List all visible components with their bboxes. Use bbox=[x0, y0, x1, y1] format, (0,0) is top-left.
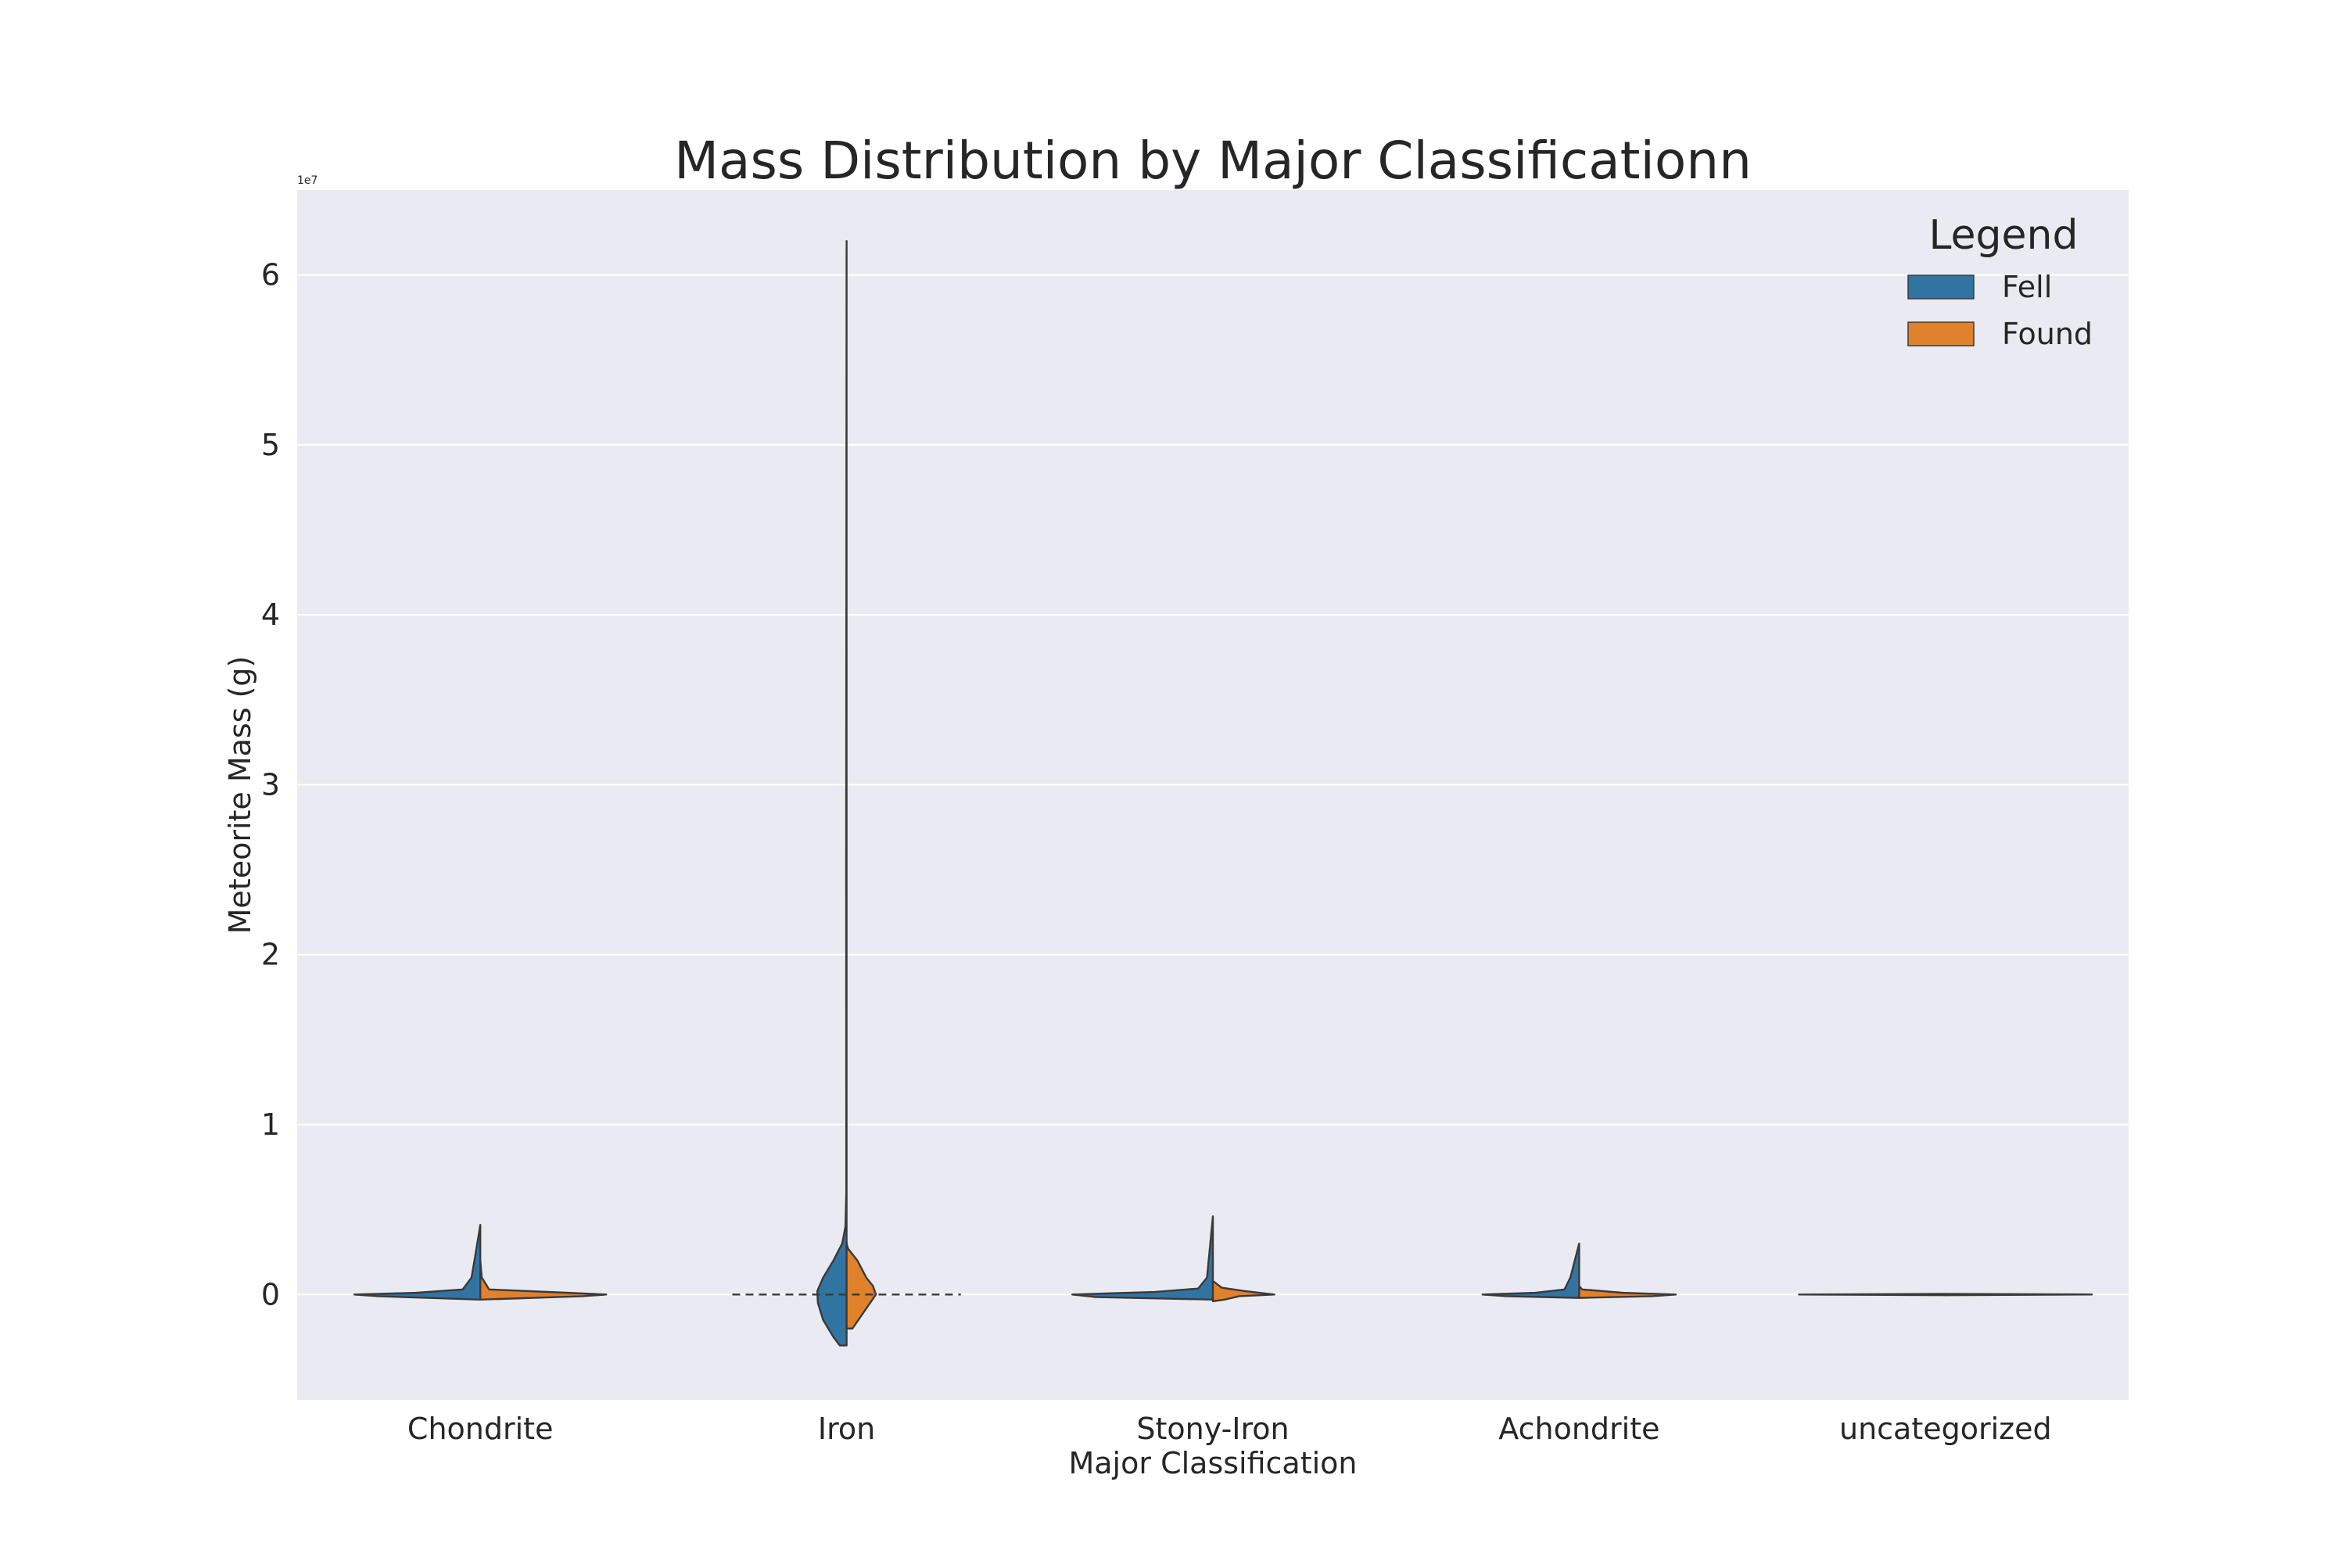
legend-label-fell: Fell bbox=[2002, 270, 2052, 304]
x-tick-labels: Chondrite Iron Stony-Iron Achondrite uncateg… bbox=[407, 1412, 2052, 1446]
violin-found-stony-iron bbox=[1211, 1279, 1275, 1303]
x-tick-label: Chondrite bbox=[407, 1412, 554, 1446]
violin-fell-achondrite bbox=[1481, 1242, 1580, 1299]
legend-label-found: Found bbox=[2002, 317, 2093, 351]
violin-found-achondrite bbox=[1578, 1285, 1677, 1299]
legend-swatch-fell bbox=[1907, 274, 1975, 300]
x-tick-label: uncategorized bbox=[1839, 1412, 2052, 1446]
y-tick-label: 2 bbox=[261, 938, 280, 972]
y-tick-label: 5 bbox=[261, 428, 280, 462]
x-tick-label: Iron bbox=[818, 1412, 875, 1446]
violin-found-chondrite bbox=[479, 1259, 608, 1301]
violin-fell-chondrite bbox=[353, 1224, 482, 1301]
chart-title: Mass Distribution by Major Classificatio… bbox=[674, 131, 1752, 191]
violin-fell-uncategorized bbox=[1798, 1293, 1946, 1297]
violin-fell-stony-iron bbox=[1071, 1215, 1214, 1301]
violins bbox=[353, 239, 2093, 1347]
y-axis-label: Meteorite Mass (g) bbox=[223, 656, 257, 935]
y-tick-label: 3 bbox=[261, 767, 280, 802]
legend: Legend Fell Found bbox=[1907, 212, 2093, 351]
y-axis-scale-factor: 1e7 bbox=[297, 174, 317, 187]
x-tick-label: Stony-Iron bbox=[1136, 1412, 1289, 1446]
legend-swatch-found bbox=[1907, 321, 1975, 346]
legend-entries: Fell Found bbox=[1907, 270, 2093, 351]
violin-fell-iron bbox=[816, 239, 848, 1347]
x-axis-label: Major Classification bbox=[1068, 1446, 1357, 1480]
y-tick-label: 0 bbox=[261, 1277, 280, 1311]
violin-found-uncategorized bbox=[1944, 1293, 2093, 1297]
x-tick-label: Achondrite bbox=[1498, 1412, 1659, 1446]
plot-background bbox=[297, 190, 2129, 1400]
y-tick-label: 6 bbox=[261, 258, 280, 292]
y-tick-label: 4 bbox=[261, 597, 280, 632]
y-tick-labels: 0 1 2 3 4 5 6 bbox=[261, 258, 280, 1312]
y-tick-label: 1 bbox=[261, 1107, 280, 1142]
violin-found-iron bbox=[845, 1242, 877, 1329]
legend-title: Legend bbox=[1928, 212, 2078, 259]
